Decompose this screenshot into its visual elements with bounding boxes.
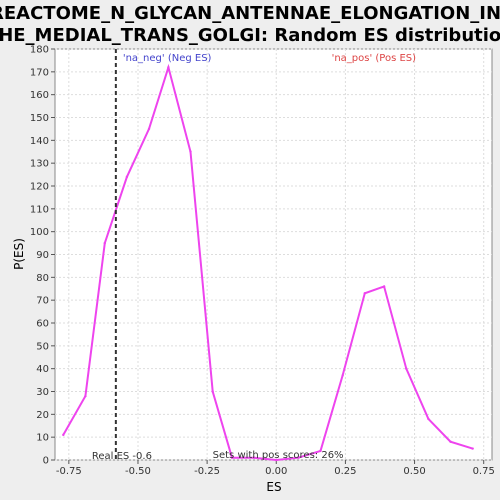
- data-points: [62, 66, 474, 462]
- y-tick-label: 160: [30, 90, 49, 101]
- data-point: [471, 447, 474, 450]
- x-tick-label: 0.50: [403, 466, 425, 477]
- axis-ticks: 0 10 20 30 40 50 60 70 80 90 100 110 120 130 140 150 160…: [30, 45, 495, 478]
- y-tick-label: 10: [36, 433, 49, 444]
- y-tick-label: 60: [36, 319, 49, 330]
- data-point: [275, 458, 278, 462]
- y-tick-label: 50: [36, 341, 49, 352]
- y-tick-label: 40: [36, 364, 49, 375]
- data-point: [319, 449, 322, 453]
- data-point: [363, 292, 366, 295]
- x-tick-label: -0.25: [194, 466, 220, 477]
- y-tick-label: 110: [30, 204, 49, 215]
- data-point: [230, 456, 234, 459]
- data-point: [427, 417, 430, 421]
- y-tick-label: 80: [36, 273, 49, 284]
- x-tick-label: -0.75: [56, 466, 82, 477]
- y-tick-label: 180: [30, 45, 49, 56]
- pos-es-annotation: 'na_pos' (Pos ES): [332, 53, 417, 64]
- data-point: [167, 66, 170, 69]
- y-tick-label: 150: [30, 113, 49, 124]
- x-tick-label: 0.75: [473, 466, 495, 477]
- y-tick-label: 130: [30, 159, 49, 170]
- data-point: [189, 150, 192, 153]
- x-tick-label: -0.50: [125, 466, 151, 477]
- random-es-distribution-line: [62, 63, 473, 462]
- real-es-label: Real ES -0.6: [92, 451, 152, 462]
- y-tick-label: 90: [36, 250, 49, 261]
- chart-title-line-2: THE_MEDIAL_TRANS_GOLGI: Random ES distri…: [0, 25, 500, 46]
- y-tick-label: 100: [30, 227, 49, 238]
- data-point: [62, 433, 65, 437]
- y-axis-label: P(ES): [12, 238, 26, 270]
- data-point: [103, 241, 106, 245]
- data-point: [382, 285, 386, 288]
- data-point: [84, 394, 87, 398]
- y-tick-label: 30: [36, 387, 49, 398]
- data-point: [341, 374, 344, 377]
- pos-scores-annotation: Sets with pos scores: 26%: [213, 450, 344, 461]
- data-point: [449, 440, 452, 443]
- y-tick-label: 20: [36, 410, 49, 421]
- y-tick-label: 140: [30, 136, 49, 147]
- data-point: [252, 456, 256, 459]
- x-axis-label: ES: [266, 480, 281, 494]
- y-tick-label: 0: [43, 456, 49, 467]
- data-point: [405, 367, 408, 370]
- neg-es-annotation: 'na_neg' (Neg ES): [123, 53, 212, 64]
- y-tick-label: 70: [36, 296, 49, 307]
- chart-title-line-1: REACTOME_N_GLYCAN_ANTENNAE_ELONGATION_IN…: [0, 3, 500, 24]
- y-tick-label: 120: [30, 182, 49, 193]
- x-tick-label: 0.00: [265, 466, 287, 477]
- data-point: [125, 175, 129, 179]
- grid-lines: [55, 48, 492, 461]
- data-point: [211, 390, 214, 393]
- data-point: [147, 127, 151, 131]
- y-tick-label: 170: [30, 67, 49, 78]
- data-point: [297, 456, 300, 459]
- x-tick-label: 0.25: [334, 466, 356, 477]
